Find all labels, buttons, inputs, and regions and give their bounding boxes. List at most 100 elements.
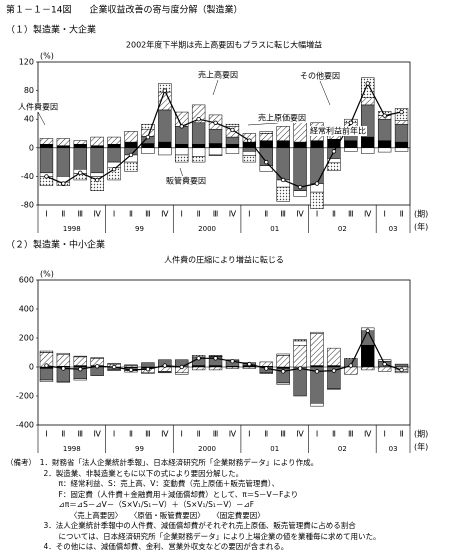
chart-subtitle: （２）製造業・中小企業: [6, 239, 105, 251]
bar-segment: [141, 147, 155, 154]
bar-segment: [191, 122, 206, 145]
plot-frame: [37, 279, 411, 426]
x-tick-label: Ⅰ: [45, 430, 47, 439]
annotation-bg: [299, 71, 341, 81]
x-tick-label: Ⅲ: [348, 430, 354, 439]
year-label: 03: [389, 225, 398, 233]
y-tick-label: 120: [19, 58, 34, 67]
bar-segment: [259, 140, 273, 149]
bar-segment: [90, 176, 104, 191]
bar-segment: [293, 147, 307, 191]
x-tick-label: Ⅳ: [161, 430, 169, 439]
bar-segment: [293, 339, 307, 342]
bar-segment: [276, 353, 290, 356]
bar-segment: [90, 145, 104, 149]
y-tick-label: -400: [16, 421, 34, 430]
x-tick-label: Ⅳ: [229, 210, 237, 219]
line: [46, 329, 402, 373]
bar-segment: [327, 347, 341, 366]
x-tick-label: Ⅰ: [45, 210, 47, 219]
line-point: [145, 134, 151, 140]
x-tick-label: Ⅰ: [181, 430, 183, 439]
bar-segment: [90, 357, 104, 359]
line-point: [264, 159, 269, 165]
x-tick-label: Ⅰ: [113, 210, 115, 219]
x-tick-label: Ⅲ: [78, 430, 84, 439]
line-point: [264, 366, 269, 371]
x-tick-label: Ⅱ: [129, 210, 133, 219]
annotation-leader: [247, 122, 279, 126]
x-tick-label: Ⅲ: [213, 210, 219, 219]
x-tick-label: Ⅲ: [213, 430, 219, 439]
annotation-leader: [319, 80, 331, 106]
x-tick-label: Ⅳ: [93, 210, 101, 219]
period-label: (期): [414, 430, 428, 439]
line-point: [44, 174, 49, 179]
bar-segment: [73, 147, 87, 170]
bar-segment: [107, 363, 121, 365]
bar-segment: [310, 191, 324, 209]
x-tick-label: Ⅱ: [264, 430, 268, 439]
note-line: については、日本経済研究所「企業財務データ」により上場企業の値を業種毎に求めて用…: [6, 531, 381, 541]
x-tick-label: Ⅱ: [61, 210, 65, 219]
chart-title: 人件費の圧縮により増益に転じる: [164, 255, 284, 265]
annotation: 販管費要因: [166, 176, 206, 186]
bar-segment: [208, 154, 223, 156]
x-tick-label: Ⅰ: [181, 210, 183, 219]
line-point: [162, 88, 168, 93]
bar-segment: [56, 352, 71, 355]
bar-segment: [394, 363, 409, 368]
bar-segment: [56, 381, 71, 383]
line-point: [61, 181, 66, 186]
bar-segment: [90, 136, 104, 146]
annotation-leader: [212, 79, 219, 96]
x-tick-label: Ⅲ: [145, 210, 151, 219]
line-point: [331, 368, 337, 373]
bar-segment: [124, 131, 138, 143]
annotation: 売上原価要因: [258, 113, 306, 123]
line-point: [297, 366, 303, 371]
line-point: [128, 367, 134, 373]
line-point: [280, 177, 286, 183]
bar-segment: [175, 126, 189, 145]
bar-segment: [310, 403, 324, 407]
line-point: [145, 366, 151, 372]
line-point: [348, 363, 354, 368]
line-point: [94, 364, 100, 369]
bar-segment: [39, 147, 54, 174]
bar-segment: [73, 355, 87, 358]
bar-segment: [242, 155, 257, 163]
charts: 第１－１－14図 企業収益改善の寄与度分解（製造業） （１）製造業・大企業 200…: [6, 4, 428, 453]
figure-title: 第１－１－14図 企業収益改善の寄与度分解（製造業）: [6, 4, 242, 16]
line-point: [179, 364, 184, 370]
note-line: 〈売上高要因〉 〈原価・販管費要因〉 〈固定費要因〉: [6, 510, 265, 520]
line-point: [230, 359, 235, 364]
year-axis-label: (年): [414, 222, 428, 232]
annotation: 人件費要因: [18, 102, 58, 112]
line-point: [128, 152, 134, 158]
annotation-bg: [17, 102, 59, 112]
bar-segment: [394, 108, 409, 121]
bar-segment: [310, 331, 324, 334]
y-unit: (%): [40, 52, 54, 61]
line-point: [162, 363, 168, 368]
bar-segment: [361, 136, 375, 149]
line-point: [196, 116, 201, 122]
chart-subtitle: （１）製造業・大企業: [6, 24, 96, 36]
bar-segment: [107, 147, 121, 163]
line-point: [331, 149, 337, 154]
x-tick-label: Ⅳ: [296, 210, 304, 219]
bar-segment: [242, 151, 257, 156]
year-label: 01: [270, 445, 279, 453]
year-axis-label: (年): [414, 442, 428, 452]
x-tick-label: Ⅱ: [61, 430, 65, 439]
line-point: [382, 361, 387, 367]
annotation-bg: [257, 113, 307, 123]
bar-segment: [225, 147, 240, 154]
line-point: [196, 356, 201, 361]
note-line: ⊿π＝⊿S－⊿V－（S×V₁/S₁－V）＋（S×V₁/S₁－V）－⊿F: [6, 500, 255, 509]
year-label: 2000: [198, 445, 216, 453]
bar-segment: [90, 172, 104, 177]
bar-segment: [242, 366, 257, 369]
bar-segment: [225, 143, 240, 149]
